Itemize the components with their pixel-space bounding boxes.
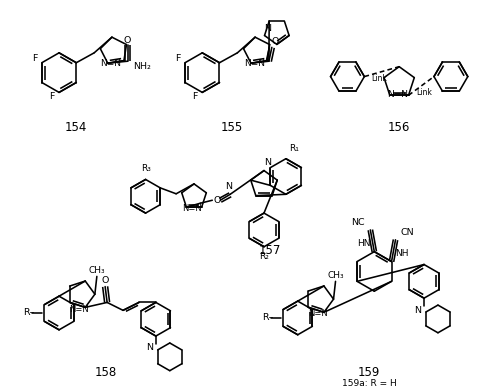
Text: O: O: [271, 37, 278, 46]
Text: R₃: R₃: [140, 164, 150, 173]
Text: O: O: [214, 196, 221, 205]
Text: HN: HN: [358, 239, 371, 248]
Text: N: N: [264, 23, 270, 32]
Text: CN: CN: [400, 229, 414, 238]
Text: R–: R–: [262, 314, 274, 323]
Text: Link: Link: [416, 89, 432, 98]
Text: F: F: [32, 54, 38, 63]
Text: N=N: N=N: [244, 59, 265, 68]
Text: 159a: R = H: 159a: R = H: [342, 379, 396, 388]
Text: 159: 159: [358, 366, 380, 379]
Text: O: O: [124, 36, 132, 45]
Text: F: F: [50, 92, 55, 101]
Text: 154: 154: [65, 121, 87, 133]
Text: N=N: N=N: [308, 310, 328, 319]
Text: O: O: [102, 276, 109, 285]
Text: CH₃: CH₃: [88, 266, 105, 275]
Text: 156: 156: [388, 121, 410, 133]
Text: N: N: [414, 305, 422, 314]
Text: N=N: N=N: [100, 59, 121, 68]
Text: NH₂: NH₂: [132, 62, 150, 71]
Text: NC: NC: [352, 218, 365, 227]
Text: N: N: [224, 182, 232, 191]
Text: 158: 158: [94, 366, 117, 379]
Text: N=N: N=N: [386, 90, 407, 99]
Text: R₂: R₂: [259, 252, 269, 261]
Text: F: F: [176, 54, 181, 63]
Text: R–: R–: [24, 308, 35, 317]
Text: N: N: [264, 158, 272, 167]
Text: CH₃: CH₃: [327, 271, 344, 280]
Text: Link: Link: [371, 74, 386, 83]
Text: N: N: [146, 344, 154, 353]
Text: F: F: [192, 92, 198, 101]
Text: N=N: N=N: [182, 204, 202, 213]
Text: NH: NH: [394, 249, 408, 258]
Text: 157: 157: [258, 244, 281, 257]
Text: R₁: R₁: [289, 144, 299, 153]
Text: 155: 155: [221, 121, 243, 133]
Text: N=N: N=N: [69, 305, 89, 314]
